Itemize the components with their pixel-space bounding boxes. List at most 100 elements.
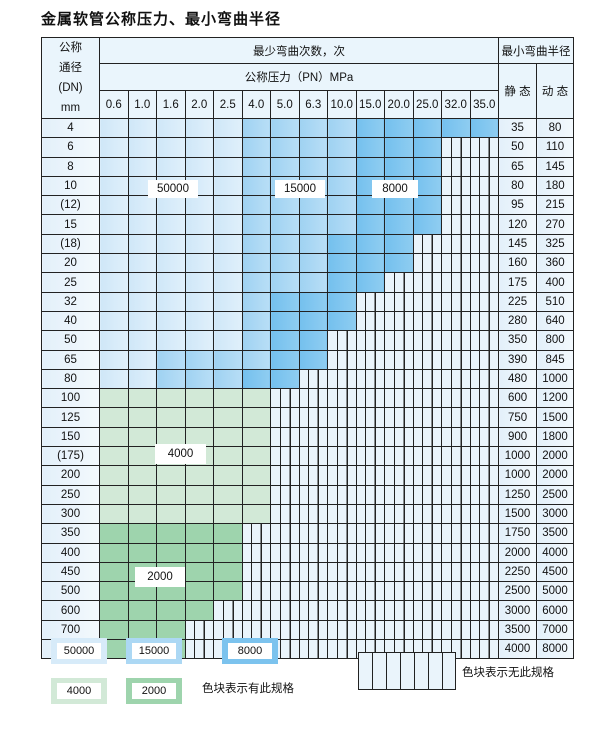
no-spec-cell: [469, 484, 500, 505]
spec-cell: [184, 291, 214, 312]
spec-cell: [327, 195, 357, 216]
static-radius-cell: 160: [498, 253, 538, 274]
no-spec-cell: [327, 523, 357, 544]
spec-cell: [327, 156, 357, 177]
dynamic-radius-cell: 360: [536, 253, 575, 274]
spec-cell: [213, 542, 243, 563]
no-spec-cell: [412, 407, 442, 428]
spec-cell: [384, 137, 414, 158]
dynamic-radius-cell: 845: [536, 349, 575, 370]
spec-cell: [99, 368, 129, 390]
no-spec-cell: [469, 233, 500, 255]
no-spec-cell: [384, 330, 414, 351]
spec-cell: [99, 117, 129, 139]
spec-cell: [184, 310, 214, 332]
static-header: 静 态: [498, 63, 538, 119]
spec-cell: [127, 272, 157, 293]
spec-cell: [327, 310, 357, 332]
no-spec-cell: [412, 388, 442, 409]
spec-cell: [99, 542, 129, 563]
spec-cell: [127, 253, 157, 274]
spec-cell: [127, 407, 157, 428]
no-spec-cell: [270, 503, 300, 525]
legend-label: 15000: [132, 643, 176, 659]
pressure-col-header: 4.0: [241, 90, 271, 119]
spec-cell: [156, 426, 186, 448]
page-title: 金属软管公称压力、最小弯曲半径: [41, 10, 282, 28]
static-radius-cell: 35: [498, 117, 538, 139]
no-spec-cell: [469, 253, 500, 274]
spec-cell: [213, 195, 243, 216]
no-spec-cell: [384, 349, 414, 370]
no-spec-cell: [241, 619, 271, 641]
no-spec-cell: [327, 484, 357, 505]
spec-cell: [99, 446, 129, 467]
no-spec-cell: [355, 310, 385, 332]
static-radius-cell: 350: [498, 330, 538, 351]
dynamic-radius-cell: 1500: [536, 407, 575, 428]
dn-cell: 50: [41, 330, 100, 351]
spec-cell: [213, 291, 243, 312]
spec-cell: [184, 581, 214, 602]
no-spec-cell: [327, 561, 357, 583]
spec-cell: [213, 349, 243, 370]
pressure-col-header: 10.0: [327, 90, 357, 119]
no-spec-cell: [384, 272, 414, 293]
no-spec-cell: [355, 446, 385, 467]
no-spec-cell: [412, 523, 442, 544]
static-radius-cell: 95: [498, 195, 538, 216]
spec-cell: [241, 175, 271, 197]
spec-cell: [441, 117, 471, 139]
no-spec-cell: [355, 407, 385, 428]
no-spec-cell: [298, 561, 328, 583]
no-spec-cell: [384, 581, 414, 602]
no-spec-cell: [270, 542, 300, 563]
legend-label: 8000: [228, 643, 272, 659]
spec-cell: [213, 214, 243, 235]
no-spec-cell: [355, 561, 385, 583]
no-spec-cell: [327, 330, 357, 351]
spec-cell: [213, 426, 243, 448]
region-label-2000: 2000: [135, 567, 185, 587]
spec-cell: [127, 368, 157, 390]
no-spec-cell: [412, 330, 442, 351]
no-spec-cell: [384, 600, 414, 621]
no-spec-cell: [270, 600, 300, 621]
spec-cell: [127, 233, 157, 255]
spec-cell: [298, 195, 328, 216]
spec-cell: [213, 523, 243, 544]
no-spec-cell: [355, 330, 385, 351]
no-spec-cell: [412, 581, 442, 602]
static-radius-cell: 480: [498, 368, 538, 390]
no-spec-cell: [412, 310, 442, 332]
spec-cell: [184, 388, 214, 409]
no-spec-cell: [441, 503, 471, 525]
no-spec-cell: [469, 214, 500, 235]
spec-cell: [213, 137, 243, 158]
spec-cell: [99, 619, 129, 641]
spec-cell: [270, 137, 300, 158]
spec-cell: [156, 117, 186, 139]
spec-cell: [298, 349, 328, 370]
spec-cell: [127, 542, 157, 563]
spec-cell: [99, 349, 129, 370]
spec-cell: [127, 349, 157, 370]
spec-cell: [412, 156, 442, 177]
no-spec-cell: [469, 291, 500, 312]
dn-cell: 200: [41, 465, 100, 486]
legend-2000: 2000: [126, 678, 182, 704]
spec-cell: [184, 600, 214, 621]
dn-cell: (175): [41, 446, 100, 467]
dn-header-line: 通径: [59, 62, 82, 74]
spec-cell: [327, 233, 357, 255]
static-radius-cell: 145: [498, 233, 538, 255]
no-spec-cell: [327, 639, 357, 660]
dynamic-radius-cell: 400: [536, 272, 575, 293]
no-spec-cell: [441, 523, 471, 544]
dynamic-radius-cell: 800: [536, 330, 575, 351]
no-spec-cell: [270, 465, 300, 486]
spec-cell: [156, 310, 186, 332]
dynamic-radius-cell: 5000: [536, 581, 575, 602]
no-spec-cell: [412, 368, 442, 390]
spec-cell: [213, 175, 243, 197]
